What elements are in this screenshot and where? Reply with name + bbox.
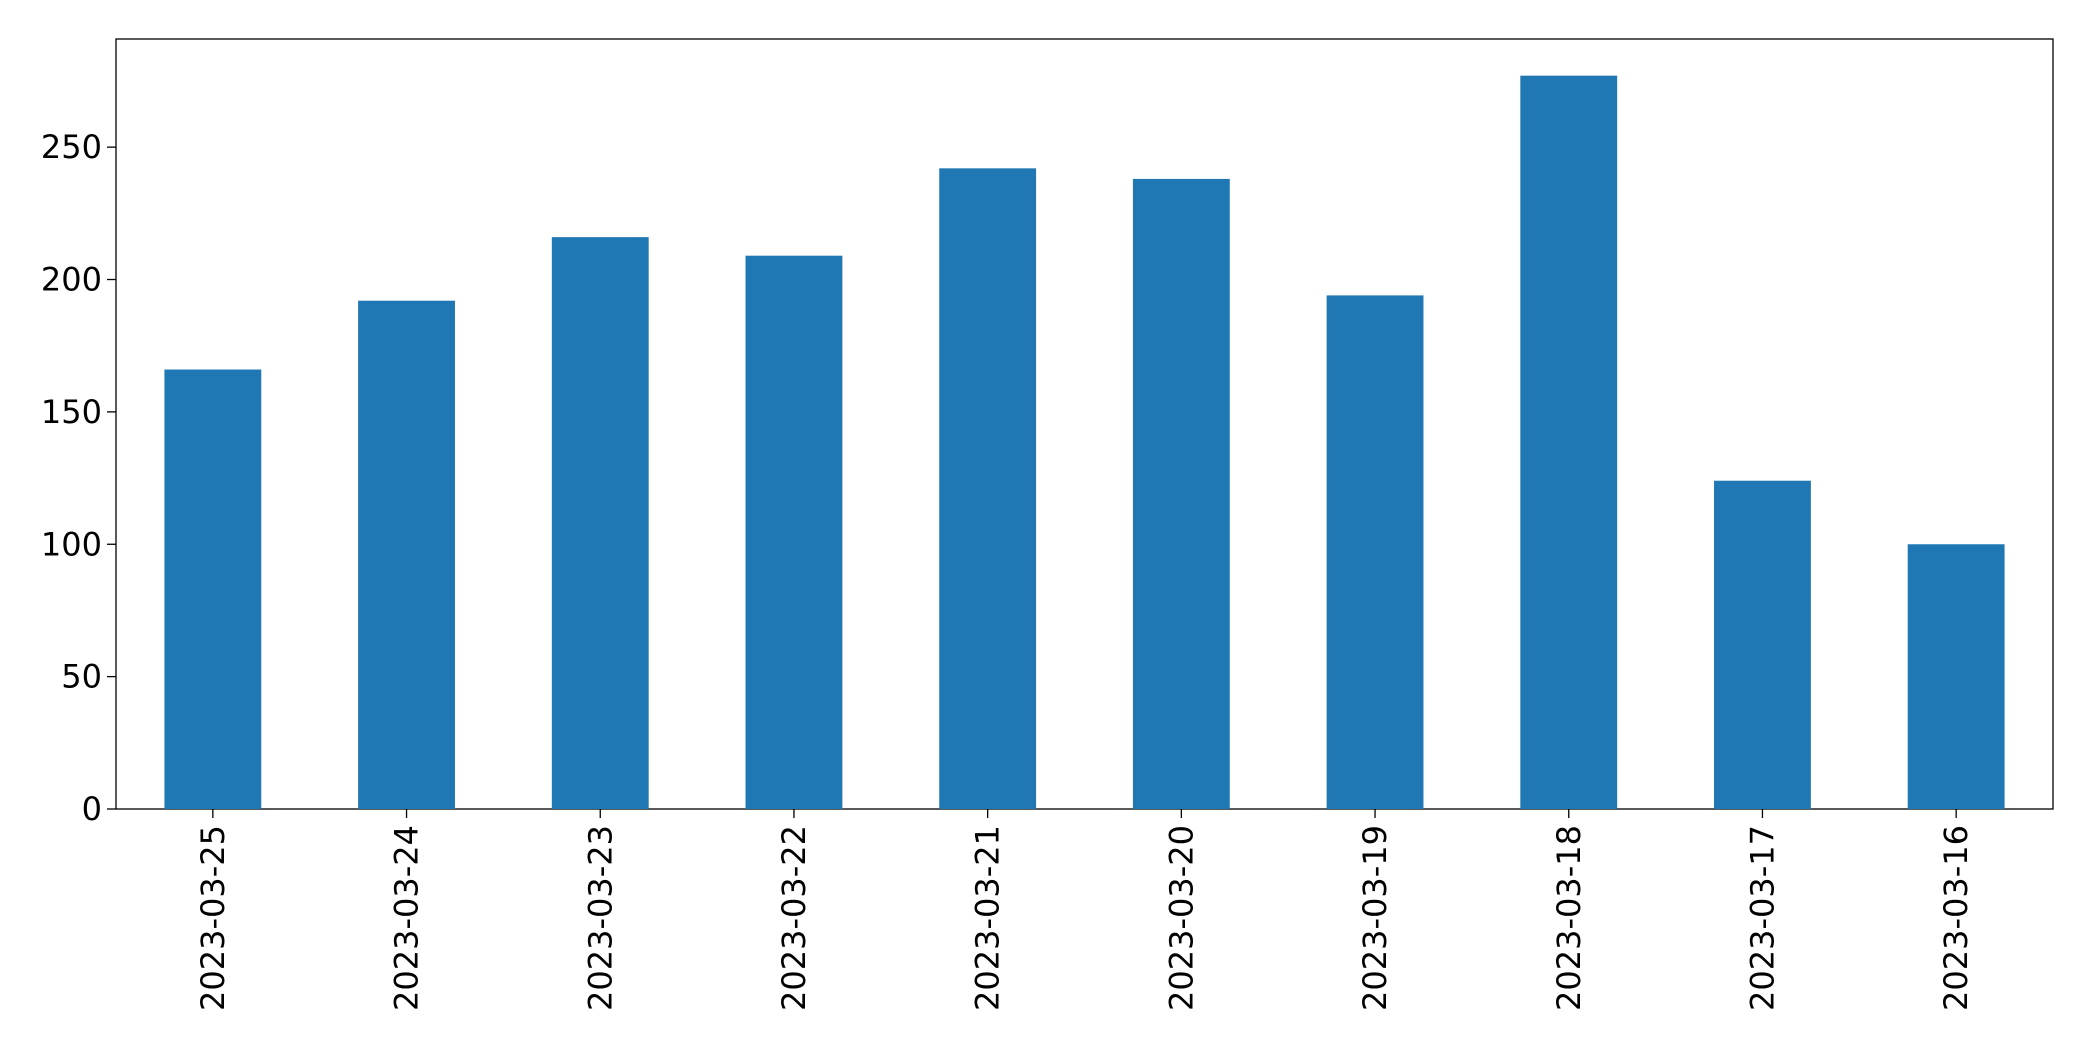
plot-frame — [115, 38, 2054, 810]
x-tick-label: 2023-03-17 — [1743, 825, 1781, 1011]
x-tick-label: 2023-03-19 — [1356, 825, 1394, 1011]
bar — [939, 168, 1037, 809]
bar — [1326, 295, 1424, 809]
x-tick-label: 2023-03-16 — [1937, 825, 1975, 1011]
bar — [1714, 480, 1811, 809]
bar — [164, 369, 262, 809]
x-tick-label: 2023-03-24 — [388, 825, 426, 1011]
bar — [1520, 75, 1618, 809]
x-tick-label: 2023-03-18 — [1550, 825, 1588, 1011]
y-tick-label: 0 — [82, 790, 102, 828]
x-tick-label: 2023-03-22 — [775, 825, 813, 1011]
bar — [1132, 178, 1230, 809]
y-tick-label: 150 — [41, 393, 102, 431]
bar — [1907, 544, 2005, 809]
bar — [551, 237, 649, 810]
y-tick-label: 200 — [41, 261, 102, 299]
x-tick-label: 2023-03-25 — [194, 825, 232, 1011]
bar — [745, 255, 843, 809]
y-tick-label: 250 — [41, 128, 102, 166]
y-tick-label: 100 — [41, 525, 102, 563]
x-tick-label: 2023-03-21 — [969, 825, 1007, 1011]
x-tick-label: 2023-03-20 — [1162, 825, 1200, 1011]
y-tick-label: 50 — [61, 658, 102, 696]
bar — [358, 300, 455, 809]
x-tick-label: 2023-03-23 — [581, 825, 619, 1011]
